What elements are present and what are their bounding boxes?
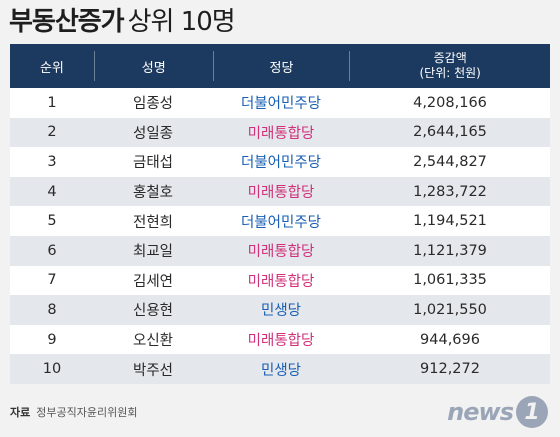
name-cell: 신용현 <box>132 303 174 320</box>
amount-cell: 2,644,165 <box>413 124 487 141</box>
rank-cell: 4 <box>47 183 57 200</box>
table-header: 순위 성명 정당 증감액 (단위: 천원) <box>10 44 550 88</box>
source-value: 정부공직자윤리위원회 <box>36 406 138 419</box>
table-row: 9 오신환 미래통합당 944,696 <box>10 324 550 355</box>
rank-cell: 5 <box>47 213 57 230</box>
rank-cell: 3 <box>47 153 57 170</box>
header-rank: 순위 <box>39 60 64 76</box>
amount-cell: 912,272 <box>420 361 480 378</box>
name-cell: 김세연 <box>132 273 174 290</box>
rank-cell: 7 <box>47 272 57 289</box>
table-row: 7 김세연 미래통합당 1,061,335 <box>10 265 550 296</box>
party-cell: 민생당 <box>260 362 302 379</box>
header-name: 성명 <box>141 60 166 76</box>
amount-cell: 1,283,722 <box>413 183 487 200</box>
ranking-table: 순위 성명 정당 증감액 (단위: 천원) 1 임종성 더불어민주당 4,208,16… <box>10 44 550 384</box>
name-cell: 오신환 <box>132 333 174 350</box>
amount-cell: 944,696 <box>420 331 480 348</box>
amount-cell: 4,208,166 <box>413 94 487 111</box>
amount-cell: 1,061,335 <box>413 272 487 289</box>
party-cell: 미래통합당 <box>247 185 315 202</box>
header-divider <box>212 51 214 81</box>
name-cell: 성일종 <box>132 125 174 142</box>
table-row: 2 성일종 미래통합당 2,644,165 <box>10 117 550 148</box>
table-row: 6 최교일 미래통합당 1,121,379 <box>10 235 550 266</box>
party-cell: 미래통합당 <box>247 333 315 350</box>
header-party: 정당 <box>269 60 294 76</box>
party-cell: 미래통합당 <box>247 273 315 290</box>
amount-cell: 1,121,379 <box>413 242 487 259</box>
header-amount-label: 증감액 <box>433 51 467 65</box>
name-cell: 박주선 <box>132 362 174 379</box>
page-title-main: 부동산증가 <box>9 7 125 37</box>
table-row: 5 전현희 더불어민주당 1,194,521 <box>10 206 550 236</box>
amount-cell: 1,021,550 <box>413 301 487 318</box>
rank-cell: 9 <box>47 331 57 348</box>
logo-word: news <box>447 398 514 426</box>
header-amount: 증감액 (단위: 천원) <box>350 44 550 88</box>
rank-cell: 8 <box>47 301 57 318</box>
rank-cell: 2 <box>47 124 57 141</box>
source-note: 자료 정부공직자윤리위원회 <box>10 402 137 422</box>
source-label: 자료 <box>10 406 31 419</box>
table-row: 10 박주선 민생당 912,272 <box>10 354 550 384</box>
header-divider <box>93 51 95 81</box>
amount-cell: 2,544,827 <box>413 153 487 170</box>
amount-cell: 1,194,521 <box>413 213 487 230</box>
table-row: 3 금태섭 더불어민주당 2,544,827 <box>10 147 550 177</box>
header-divider <box>349 51 351 81</box>
header-amount-unit: (단위: 천원) <box>419 66 481 80</box>
party-cell: 더불어민주당 <box>240 96 322 113</box>
table-body: 1 임종성 더불어민주당 4,208,166 2 성일종 미래통합당 2,644,165 3 금태… <box>10 88 550 384</box>
news1-logo: news 1 <box>447 394 548 430</box>
party-cell: 민생당 <box>260 303 302 320</box>
rank-cell: 10 <box>42 361 62 378</box>
table-row: 4 홍철호 미래통합당 1,283,722 <box>10 176 550 207</box>
table-row: 8 신용현 민생당 1,021,550 <box>10 295 550 325</box>
party-cell: 미래통합당 <box>247 125 315 142</box>
name-cell: 임종성 <box>132 96 174 113</box>
party-cell: 미래통합당 <box>247 244 315 261</box>
name-cell: 금태섭 <box>132 155 174 172</box>
page-title-sub: 상위 10명 <box>127 7 236 37</box>
name-cell: 최교일 <box>132 244 174 261</box>
rank-cell: 6 <box>47 242 57 259</box>
name-cell: 홍철호 <box>132 185 174 202</box>
party-cell: 더불어민주당 <box>240 214 322 231</box>
rank-cell: 1 <box>47 94 57 111</box>
page-title: 부동산증가 상위 10명 <box>9 2 236 42</box>
party-cell: 더불어민주당 <box>240 155 322 172</box>
logo-badge: 1 <box>516 396 548 428</box>
name-cell: 전현희 <box>132 214 174 231</box>
table-row: 1 임종성 더불어민주당 4,208,166 <box>10 88 550 118</box>
